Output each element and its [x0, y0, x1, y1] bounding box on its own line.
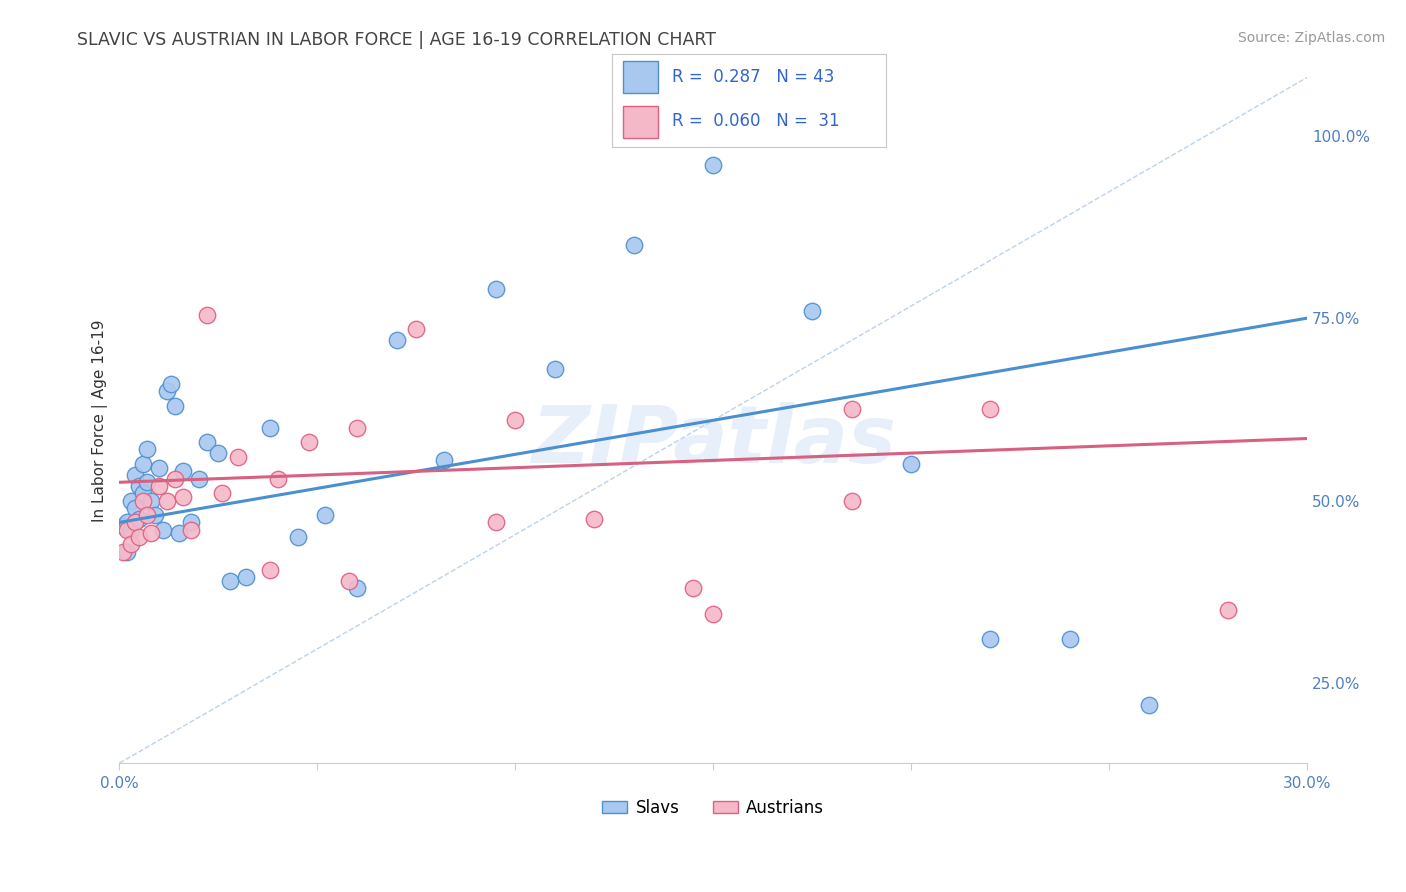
- Point: [167, 526, 190, 541]
- Point: [484, 282, 506, 296]
- Point: [346, 581, 368, 595]
- Point: [346, 420, 368, 434]
- Point: [124, 516, 146, 530]
- Point: [219, 574, 242, 588]
- Point: [120, 537, 142, 551]
- Point: [702, 607, 724, 621]
- Point: [156, 384, 179, 398]
- Point: [682, 581, 704, 595]
- FancyBboxPatch shape: [623, 61, 658, 93]
- Point: [187, 472, 209, 486]
- Point: [120, 523, 142, 537]
- Point: [211, 486, 233, 500]
- Point: [148, 479, 170, 493]
- Point: [172, 490, 194, 504]
- Point: [148, 460, 170, 475]
- Point: [136, 508, 159, 522]
- Point: [979, 632, 1001, 647]
- Point: [117, 516, 139, 530]
- Point: [900, 457, 922, 471]
- Point: [623, 238, 645, 252]
- Point: [156, 493, 179, 508]
- Point: [298, 435, 321, 450]
- Text: R =  0.287   N = 43: R = 0.287 N = 43: [672, 68, 834, 86]
- Point: [152, 523, 174, 537]
- Y-axis label: In Labor Force | Age 16-19: In Labor Force | Age 16-19: [93, 319, 108, 522]
- Point: [124, 468, 146, 483]
- Point: [120, 493, 142, 508]
- Text: R =  0.060   N =  31: R = 0.060 N = 31: [672, 112, 839, 130]
- Point: [505, 413, 527, 427]
- Point: [132, 493, 155, 508]
- Point: [226, 450, 249, 464]
- Point: [128, 479, 150, 493]
- Point: [117, 523, 139, 537]
- Point: [132, 457, 155, 471]
- Point: [128, 530, 150, 544]
- Point: [1137, 698, 1160, 712]
- Point: [1216, 603, 1239, 617]
- Point: [195, 435, 218, 450]
- Point: [139, 526, 162, 541]
- Point: [112, 544, 135, 558]
- Point: [124, 500, 146, 515]
- Text: Source: ZipAtlas.com: Source: ZipAtlas.com: [1237, 31, 1385, 45]
- Point: [172, 464, 194, 478]
- Legend: Slavs, Austrians: Slavs, Austrians: [596, 792, 831, 823]
- Point: [405, 322, 427, 336]
- Point: [1059, 632, 1081, 647]
- Point: [117, 544, 139, 558]
- FancyBboxPatch shape: [623, 106, 658, 138]
- Point: [841, 493, 863, 508]
- Point: [979, 402, 1001, 417]
- Point: [433, 453, 456, 467]
- Point: [337, 574, 360, 588]
- Point: [259, 563, 281, 577]
- Point: [801, 304, 824, 318]
- Point: [160, 376, 183, 391]
- Point: [207, 446, 229, 460]
- Point: [267, 472, 290, 486]
- Point: [132, 486, 155, 500]
- Point: [841, 402, 863, 417]
- Point: [583, 512, 606, 526]
- Point: [180, 516, 202, 530]
- Point: [287, 530, 309, 544]
- Point: [136, 475, 159, 490]
- Point: [702, 158, 724, 172]
- Point: [484, 516, 506, 530]
- Text: ZIPatlas: ZIPatlas: [530, 402, 896, 480]
- Point: [128, 512, 150, 526]
- Point: [163, 472, 186, 486]
- Point: [314, 508, 336, 522]
- Point: [139, 493, 162, 508]
- Point: [385, 333, 408, 347]
- Point: [112, 519, 135, 533]
- Text: SLAVIC VS AUSTRIAN IN LABOR FORCE | AGE 16-19 CORRELATION CHART: SLAVIC VS AUSTRIAN IN LABOR FORCE | AGE …: [77, 31, 716, 49]
- Point: [235, 570, 257, 584]
- Point: [180, 523, 202, 537]
- Point: [544, 362, 567, 376]
- Point: [136, 442, 159, 457]
- Point: [143, 508, 166, 522]
- Point: [163, 399, 186, 413]
- Point: [259, 420, 281, 434]
- Point: [195, 308, 218, 322]
